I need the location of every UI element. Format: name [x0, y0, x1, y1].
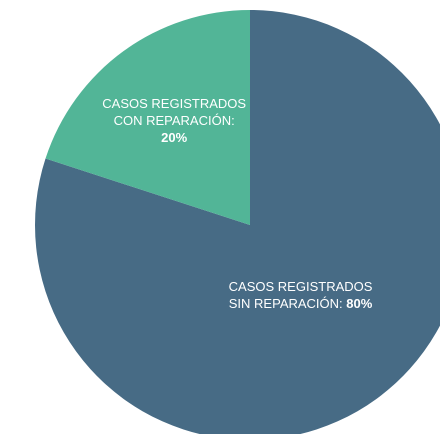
category-label: CASOS REGISTRADOS CON REPARACIÓN:	[102, 96, 247, 129]
category-label: CASOS REGISTRADOS SIN REPARACIÓN:	[228, 278, 373, 311]
value-label: 80%	[346, 295, 373, 311]
slice-label: CASOS REGISTRADOS SIN REPARACIÓN: 80%	[226, 278, 376, 312]
slice-label-text: CASOS REGISTRADOS CON REPARACIÓN: 20%	[99, 95, 249, 146]
slice-label: CASOS REGISTRADOS CON REPARACIÓN: 20%	[99, 95, 249, 146]
pie-slice	[45, 10, 250, 225]
pie-slice	[35, 10, 440, 434]
slice-label-text: CASOS REGISTRADOS SIN REPARACIÓN: 80%	[226, 278, 376, 312]
value-label: 20%	[161, 130, 188, 146]
